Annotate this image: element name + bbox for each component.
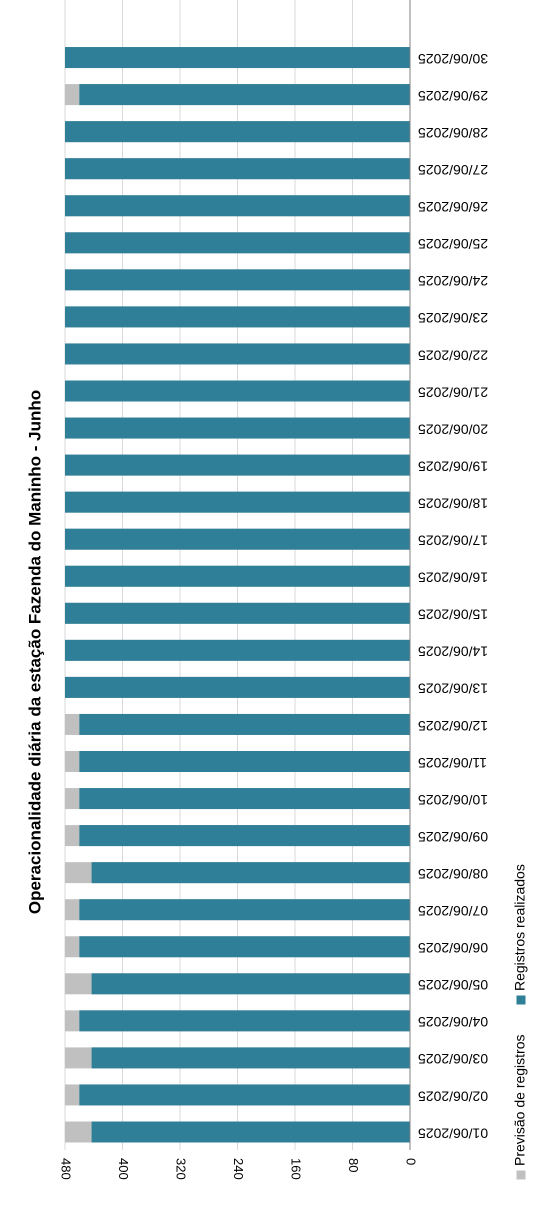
- bar-realizado-29: [79, 84, 410, 106]
- value-tick-label: 80: [346, 1158, 361, 1172]
- bar-realizado-15: [65, 602, 410, 624]
- bar-realizado-10: [79, 788, 410, 810]
- category-labels: 01/06/2025 02/06/2025 03/06/2025 04/06/2025…: [418, 51, 488, 1141]
- bar-realizado-2: [79, 1084, 410, 1106]
- category-label: 16/06/2025: [418, 570, 488, 586]
- bar-realizado-17: [65, 528, 410, 550]
- category-label: 27/06/2025: [418, 162, 488, 178]
- bar-realizado-5: [91, 973, 410, 995]
- legend-label: Previsão de registros: [512, 1034, 528, 1166]
- category-label: 25/06/2025: [418, 236, 488, 252]
- bar-realizado-1: [91, 1121, 410, 1143]
- category-label: 18/06/2025: [418, 495, 488, 511]
- bar-realizado-20: [65, 417, 410, 439]
- category-label: 28/06/2025: [418, 125, 488, 141]
- chart-title: Operacionalidade diária da estação Fazen…: [25, 390, 44, 914]
- value-tick-labels: 0 80 160 240 320 400 480: [59, 1158, 419, 1180]
- category-label: 05/06/2025: [418, 977, 488, 993]
- bar-realizado-25: [65, 232, 410, 254]
- category-label: 20/06/2025: [418, 421, 488, 437]
- category-label: 24/06/2025: [418, 273, 488, 289]
- category-label: 19/06/2025: [418, 458, 488, 474]
- category-label: 22/06/2025: [418, 347, 488, 363]
- category-label: 07/06/2025: [418, 903, 488, 919]
- value-tick-label: 400: [116, 1158, 131, 1180]
- bar-realizado-7: [79, 899, 410, 921]
- legend: Previsão de registros Registros realizado…: [512, 864, 528, 1180]
- category-label: 06/06/2025: [418, 940, 488, 956]
- category-label: 04/06/2025: [418, 1014, 488, 1030]
- category-label: 08/06/2025: [418, 866, 488, 882]
- bar-realizado-14: [65, 639, 410, 661]
- bar-realizado-22: [65, 343, 410, 365]
- bar-realizado-27: [65, 158, 410, 180]
- category-label: 01/06/2025: [418, 1125, 488, 1141]
- category-label: 30/06/2025: [418, 51, 488, 67]
- legend-label: Registros realizados: [512, 864, 528, 991]
- value-tick-label: 240: [231, 1158, 246, 1180]
- category-label: 21/06/2025: [418, 384, 488, 400]
- category-label: 13/06/2025: [418, 681, 488, 697]
- category-label: 23/06/2025: [418, 310, 488, 326]
- bar-realizado-23: [65, 306, 410, 328]
- bar-realizado-6: [79, 936, 410, 958]
- category-label: 14/06/2025: [418, 644, 488, 660]
- bar-realizado-4: [79, 1010, 410, 1032]
- bar-realizado-11: [79, 751, 410, 772]
- value-tick-label: 480: [59, 1158, 74, 1180]
- category-label: 26/06/2025: [418, 199, 488, 215]
- category-label: 11/06/2025: [418, 755, 487, 771]
- value-tick-label: 320: [174, 1158, 189, 1180]
- bar-realizado-13: [65, 676, 410, 698]
- value-tick-label: 0: [404, 1158, 419, 1165]
- bars: [65, 47, 410, 1143]
- category-label: 15/06/2025: [418, 607, 488, 623]
- category-label: 02/06/2025: [418, 1088, 488, 1104]
- value-tick-label: 160: [289, 1158, 304, 1180]
- bar-realizado-12: [79, 713, 410, 735]
- category-label: 10/06/2025: [418, 792, 488, 808]
- bar-realizado-19: [65, 454, 410, 476]
- bar-realizado-21: [65, 380, 410, 402]
- category-label: 17/06/2025: [418, 532, 488, 548]
- bar-realizado-28: [65, 121, 410, 143]
- bar-realizado-8: [91, 862, 410, 884]
- category-label: 03/06/2025: [418, 1051, 488, 1067]
- category-label: 09/06/2025: [418, 829, 488, 845]
- legend-swatch: [516, 995, 526, 1005]
- bar-realizado-9: [79, 825, 410, 847]
- bar-realizado-16: [65, 565, 410, 587]
- bar-realizado-18: [65, 491, 410, 513]
- legend-swatch: [516, 1170, 526, 1180]
- category-label: 29/06/2025: [418, 88, 488, 104]
- bar-realizado-24: [65, 269, 410, 291]
- bar-realizado-30: [65, 47, 410, 69]
- bar-realizado-3: [91, 1047, 410, 1069]
- bar-realizado-26: [65, 195, 410, 217]
- category-label: 12/06/2025: [418, 718, 488, 734]
